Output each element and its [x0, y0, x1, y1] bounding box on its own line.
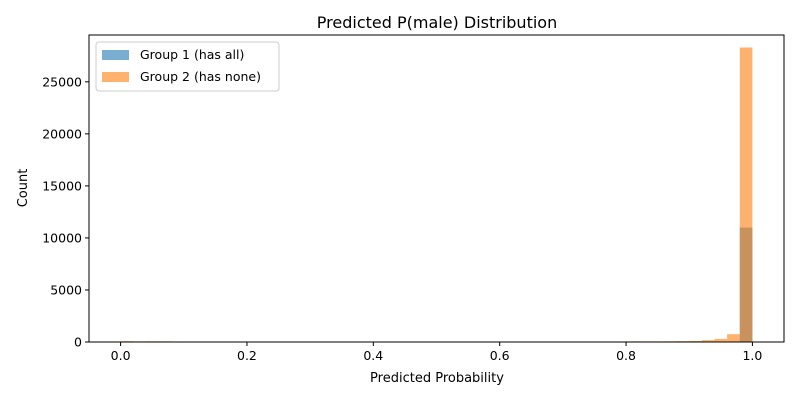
legend-label-group-2: Group 2 (has none) — [140, 69, 261, 84]
y-tick-label: 10000 — [42, 230, 82, 245]
x-tick-label: 0.8 — [616, 348, 636, 363]
legend: Group 1 (has all) Group 2 (has none) — [95, 41, 280, 92]
y-axis: 0 5000 10000 15000 20000 25000 — [42, 74, 89, 350]
y-tick-label: 0 — [74, 335, 82, 350]
x-axis: 0.0 0.2 0.4 0.6 0.8 1.0 — [111, 342, 762, 363]
bar-series-2-bin-18 — [739, 47, 753, 343]
y-tick-label: 25000 — [42, 74, 82, 89]
chart-title: Predicted P(male) Distribution — [317, 13, 557, 32]
y-tick-label: 15000 — [42, 178, 82, 193]
y-axis-label: Count — [16, 169, 31, 208]
legend-swatch-group-1 — [102, 50, 129, 60]
legend-label-group-1: Group 1 (has all) — [140, 47, 244, 62]
x-tick-label: 1.0 — [742, 348, 762, 363]
plot-frame — [88, 34, 785, 343]
bar-series-2-bin-14 — [689, 340, 702, 342]
bar-series-2-bin-15 — [701, 340, 715, 342]
y-tick-label: 5000 — [50, 282, 82, 297]
bars-layer — [120, 47, 753, 343]
legend-box — [95, 41, 280, 92]
bar-series-2-bin-16 — [714, 338, 728, 342]
x-tick-label: 0.6 — [490, 348, 510, 363]
x-tick-label: 0.2 — [237, 348, 257, 363]
x-axis-label: Predicted Probability — [370, 371, 504, 386]
x-tick-label: 0.0 — [111, 348, 131, 363]
bar-series-2-bin-17 — [727, 334, 740, 342]
legend-swatch-group-2 — [102, 72, 129, 82]
x-tick-label: 0.4 — [363, 348, 383, 363]
y-tick-label: 20000 — [42, 126, 82, 141]
